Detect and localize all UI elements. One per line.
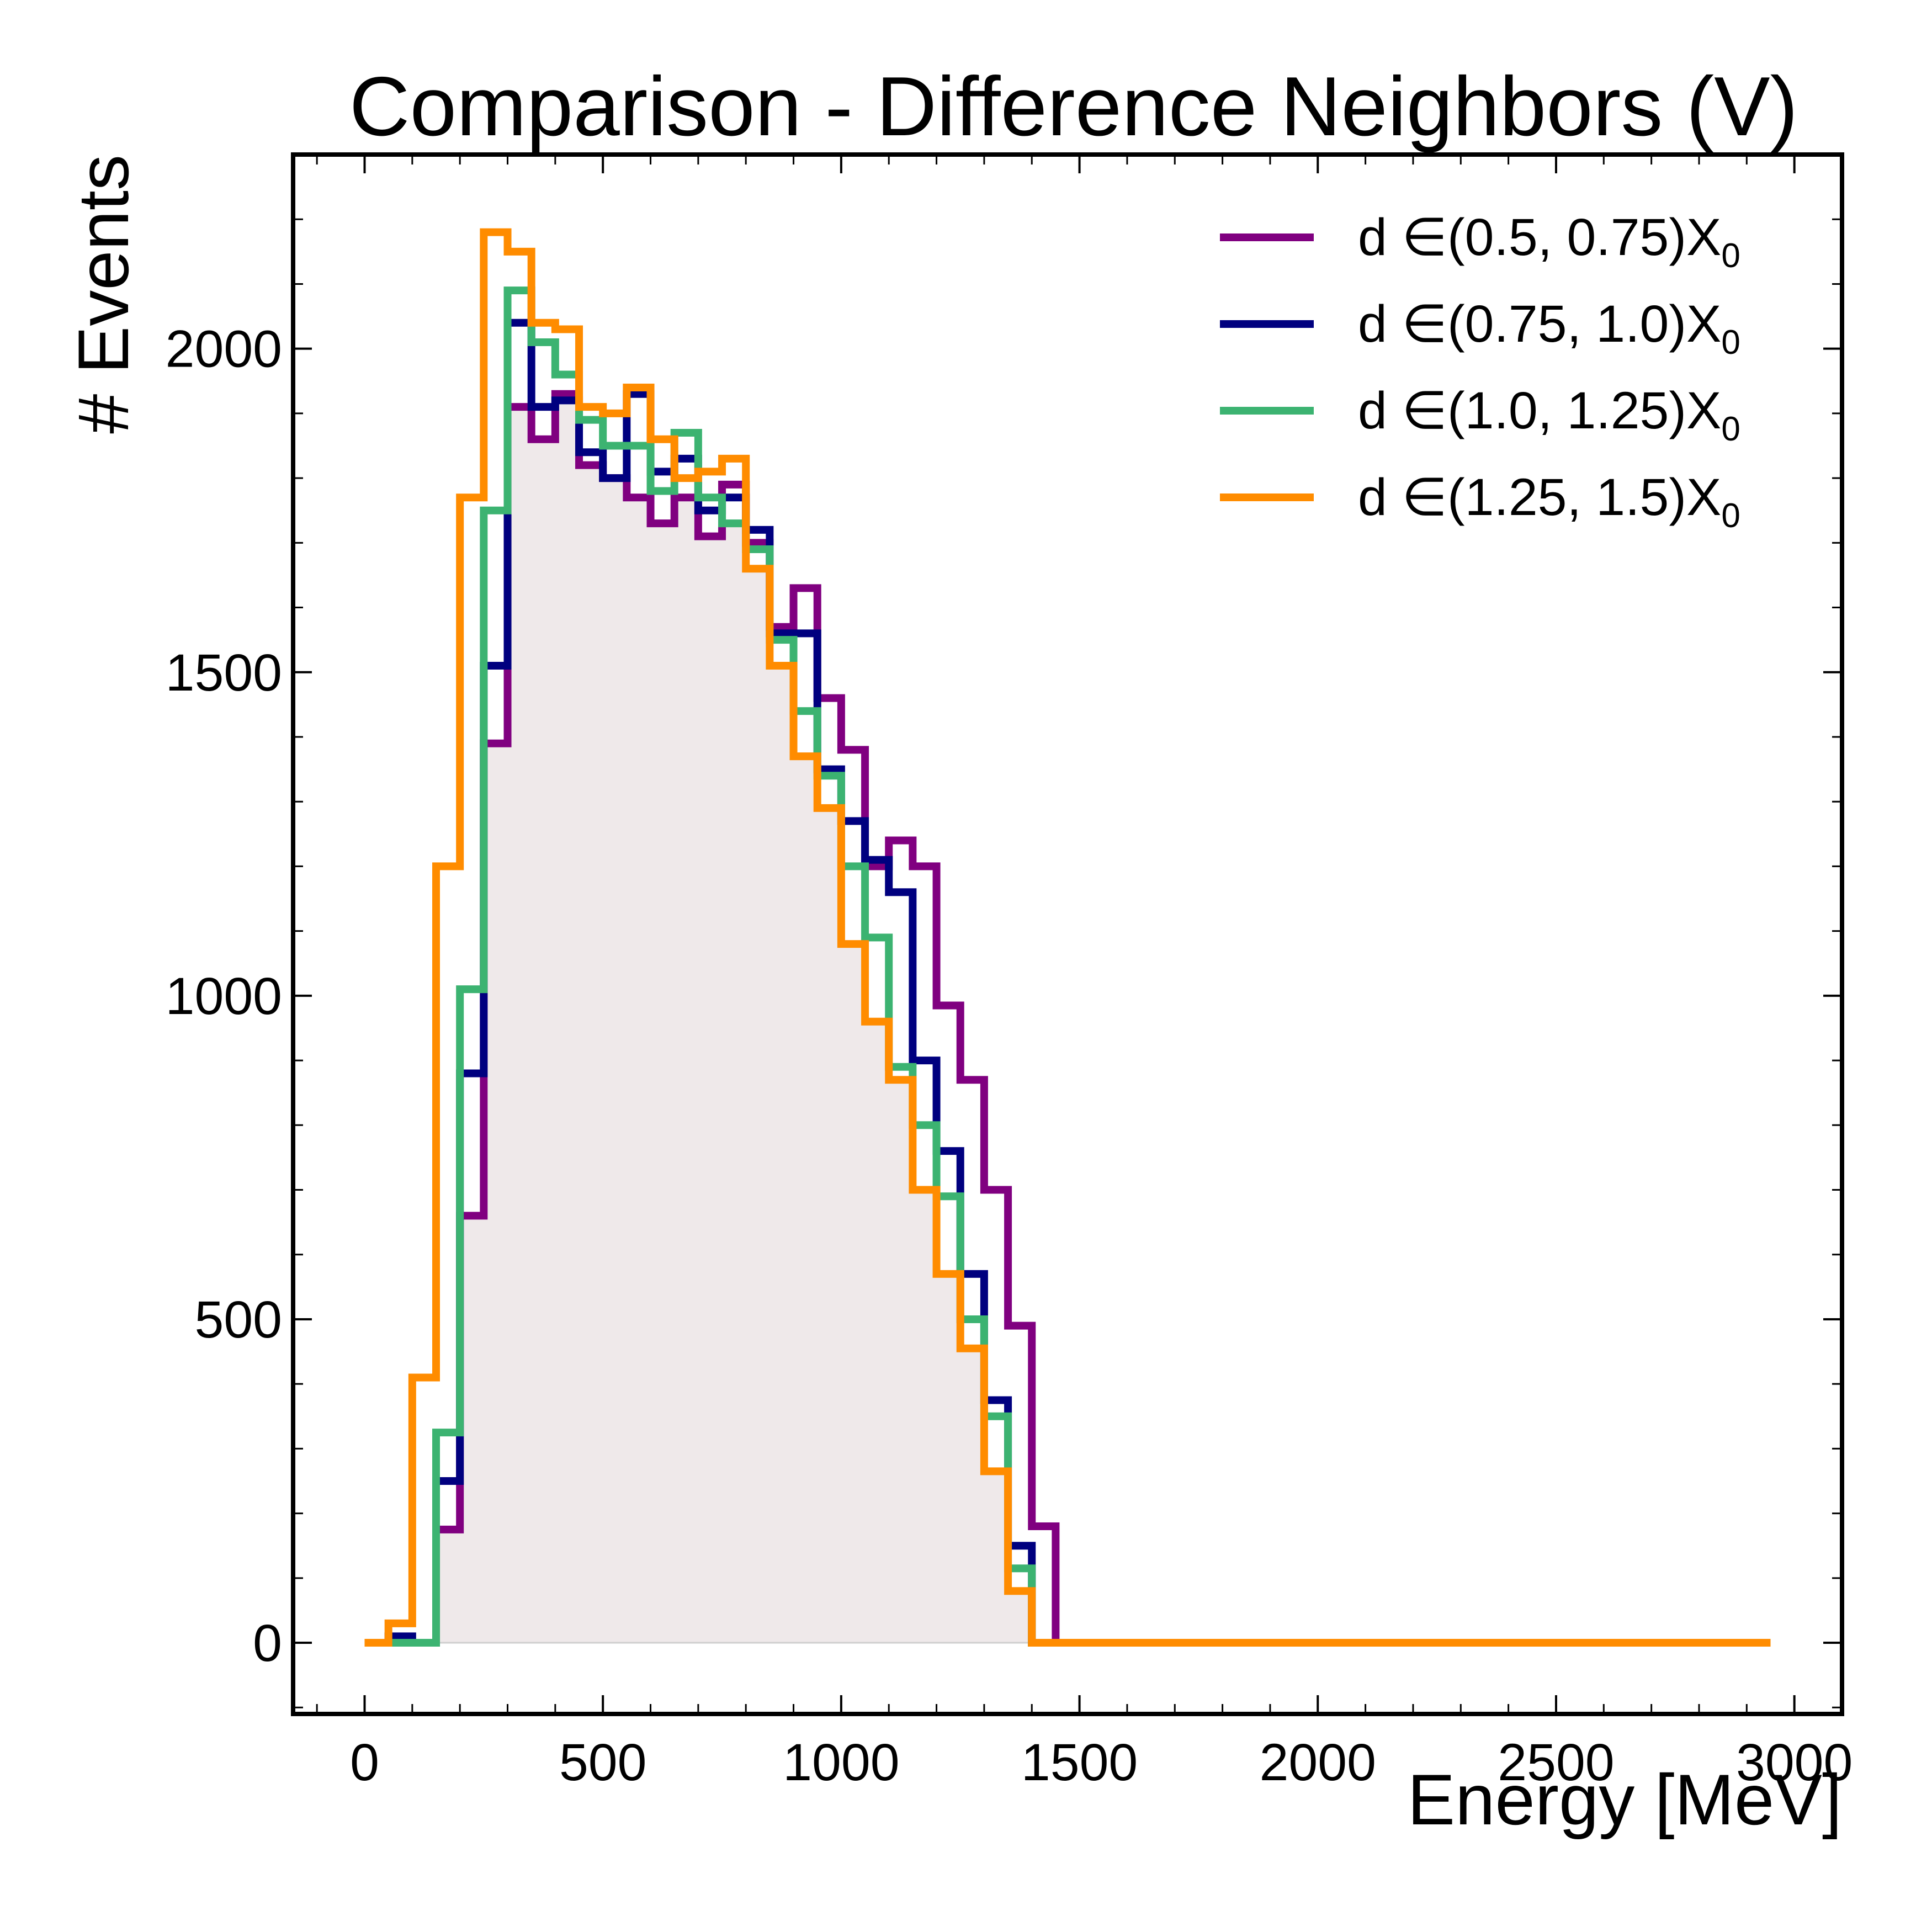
x-tick-label: 2500 (1498, 1733, 1614, 1792)
x-tick-label: 1000 (783, 1733, 899, 1792)
series-line-4 (364, 228, 1771, 1647)
y-tick-label: 500 (194, 1291, 282, 1349)
legend-label-4: d ∈(1.25, 1.5)X0 (1358, 468, 1740, 535)
filled-area (364, 399, 1771, 1644)
legend-subscript: 0 (1721, 497, 1740, 535)
x-tick-label: 3000 (1736, 1733, 1853, 1792)
legend-label-1: d ∈(0.5, 0.75)X0 (1358, 208, 1740, 275)
axis-ticks: 0 500 1000 1500 2000 2500 3000 0 500 1000 1500 2000 (166, 153, 1853, 1792)
y-tick-label: 0 (253, 1614, 282, 1673)
legend-label-2: d ∈(0.75, 1.0)X0 (1358, 295, 1740, 362)
x-tick-label: 2000 (1260, 1733, 1376, 1792)
y-tick-label: 1500 (166, 644, 282, 702)
y-tick-label: 1000 (166, 967, 282, 1026)
chart-title: Comparison - Difference Neighbors (V) (349, 60, 1798, 153)
x-tick-label: 0 (350, 1733, 379, 1792)
x-tick-label: 500 (559, 1733, 647, 1792)
plot-frame (291, 152, 1844, 1716)
x-axis-label: Energy [MeV] (1407, 1759, 1842, 1840)
legend-subscript: 0 (1721, 410, 1740, 448)
y-tick-label: 2000 (166, 320, 282, 379)
legend-subscript: 0 (1721, 323, 1740, 362)
fill-area (364, 399, 1771, 1644)
y-axis-label: # Events (63, 155, 144, 434)
legend: d ∈(0.5, 0.75)X0 d ∈(0.75, 1.0)X0 d ∈(1.0,… (1220, 208, 1740, 535)
series-lines (364, 228, 1771, 1647)
legend-label-3: d ∈(1.0, 1.25)X0 (1358, 381, 1740, 448)
x-tick-label: 1500 (1021, 1733, 1138, 1792)
legend-subscript: 0 (1721, 237, 1740, 275)
